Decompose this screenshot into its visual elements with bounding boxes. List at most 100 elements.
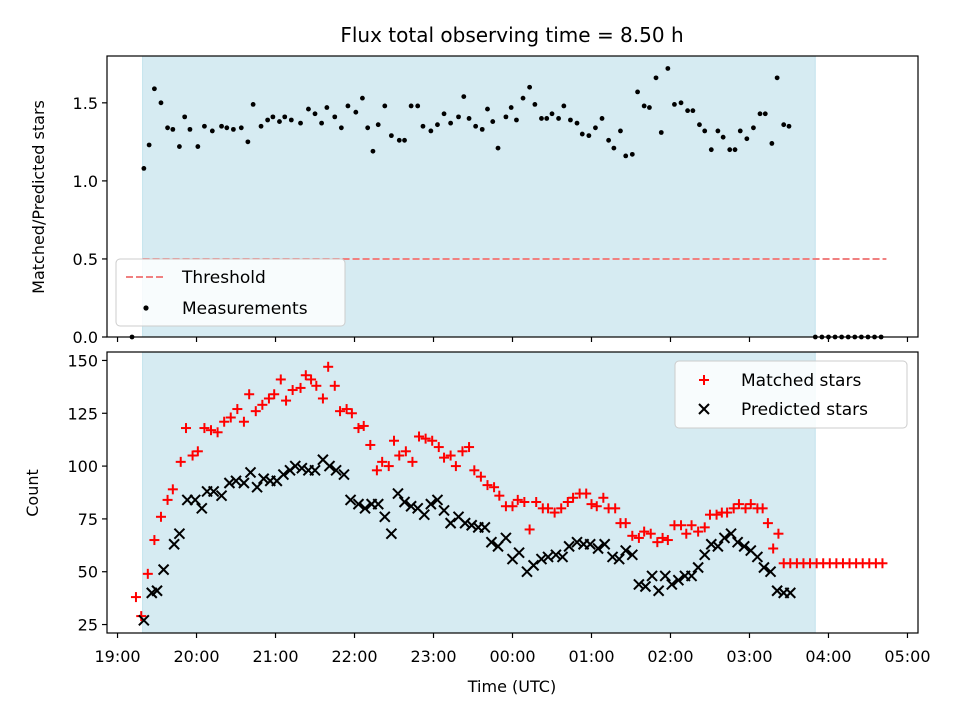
measurement-point	[312, 111, 318, 117]
predicted-star-point	[479, 521, 491, 534]
bottom-y-tick-label: 150	[67, 351, 98, 370]
measurement-point	[382, 103, 388, 109]
matched-star-point	[877, 558, 888, 569]
ratio-panel: 0.0 0.5 1.0 1.5 Threshold Measurements	[73, 55, 919, 347]
matched-star-point	[745, 499, 756, 510]
measurement-point	[230, 126, 236, 132]
matched-star-point	[662, 535, 673, 546]
measurement-point	[514, 117, 519, 123]
measurement-point	[258, 123, 264, 129]
predicted-star-point	[692, 561, 704, 574]
matched-star-point	[306, 374, 317, 385]
matched-star-point	[155, 511, 166, 522]
predicted-star-point	[338, 468, 350, 481]
measurement-point	[574, 120, 580, 126]
x-tick-label: 02:00	[647, 647, 693, 666]
predicted-star-point	[620, 544, 632, 557]
measurement-point	[402, 137, 407, 143]
matched-star-point	[681, 528, 692, 539]
matched-star-point	[722, 507, 733, 518]
measurement-point	[375, 122, 381, 128]
predicted-star-point	[431, 494, 444, 506]
predicted-star-point	[542, 551, 554, 563]
predicted-star-point	[398, 496, 411, 508]
measurement-point	[618, 128, 623, 134]
matched-star-point	[519, 497, 530, 508]
measurement-point	[672, 101, 677, 107]
legend-measurement-swatch	[143, 305, 149, 311]
measurement-point	[319, 120, 324, 126]
predicted-star-point	[196, 502, 208, 515]
predicted-star-point	[485, 536, 498, 548]
matched-star-point	[335, 406, 346, 417]
measurement-point	[141, 166, 147, 171]
measurement-point	[461, 94, 467, 99]
measurement-point	[720, 134, 726, 140]
matched-star-point	[494, 490, 505, 501]
measurement-point	[708, 147, 714, 153]
x-tick-label: 20:00	[173, 647, 219, 666]
matched-star-point	[295, 382, 306, 393]
measurement-point	[182, 114, 188, 120]
predicted-star-point	[731, 536, 744, 548]
legend-matched-label: Matched stars	[741, 371, 861, 391]
matched-star-point	[263, 393, 274, 404]
measurement-point	[456, 114, 461, 120]
measurement-point	[556, 116, 561, 121]
matched-star-point	[581, 488, 592, 499]
top-y-tick-label: 1.0	[73, 172, 98, 191]
matched-star-point	[346, 408, 357, 419]
predicted-star-point	[550, 549, 562, 561]
predicted-star-point	[157, 563, 170, 576]
measurement-point	[629, 151, 635, 157]
bottom-legend-box	[674, 360, 908, 429]
matched-star-point	[219, 416, 230, 427]
measurement-point	[495, 145, 501, 151]
bottom-y-tick-label: 50	[78, 563, 98, 582]
measurement-point	[219, 123, 224, 129]
measurement-point	[737, 128, 743, 134]
predicted-star-point	[598, 538, 611, 550]
measurement-point	[593, 125, 598, 131]
matched-star-point	[549, 507, 560, 518]
matched-star-point	[676, 520, 687, 531]
matched-star-point	[507, 501, 518, 512]
predicted-star-point	[168, 538, 180, 550]
predicted-star-point	[652, 585, 665, 597]
matched-star-point	[543, 503, 554, 514]
measurement-point	[195, 144, 201, 149]
predicted-star-point	[215, 489, 228, 502]
measurement-point	[715, 128, 721, 134]
predicted-star-point	[372, 498, 384, 510]
matched-star-point	[728, 503, 739, 514]
matched-star-point	[469, 465, 480, 476]
matched-star-point	[407, 456, 418, 467]
predicted-star-point	[223, 477, 236, 489]
matched-star-point	[317, 393, 328, 404]
measurement-point	[408, 103, 414, 109]
measurement-point	[647, 105, 652, 110]
matched-star-point	[353, 423, 364, 434]
predicted-star-point	[718, 532, 731, 544]
measurement-point	[245, 139, 251, 145]
matched-star-point	[464, 442, 475, 453]
matched-star-point	[433, 442, 444, 453]
predicted-star-point	[685, 570, 698, 582]
predicted-star-point	[251, 481, 263, 493]
predicted-star-point	[296, 462, 308, 474]
measurement-point	[641, 103, 647, 109]
predicted-star-point	[513, 547, 525, 559]
predicted-star-point	[606, 551, 619, 563]
measurement-point	[466, 116, 472, 121]
measurement-point	[415, 103, 421, 109]
predicted-star-point	[309, 464, 321, 477]
predicted-star-point	[344, 494, 357, 506]
predicted-star-point	[527, 559, 540, 572]
predicted-star-point	[626, 549, 639, 561]
matched-star-point	[450, 461, 461, 472]
measurement-point	[774, 75, 780, 81]
predicted-star-point	[666, 578, 678, 591]
measurement-point	[360, 95, 365, 101]
matched-star-point	[699, 522, 710, 533]
predicted-star-point	[238, 477, 250, 489]
